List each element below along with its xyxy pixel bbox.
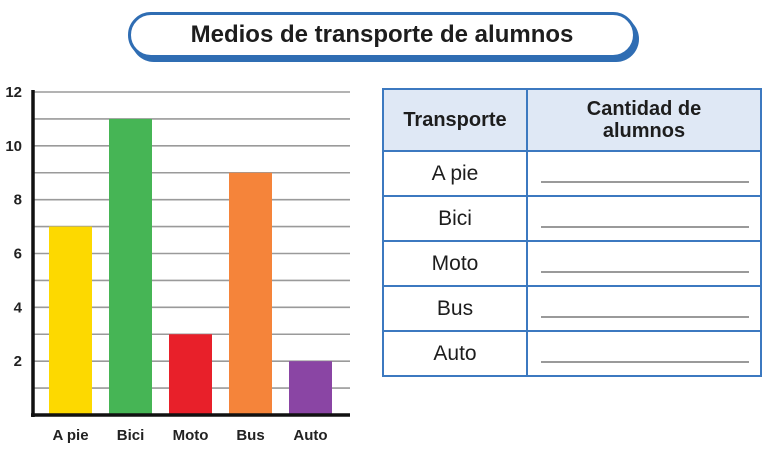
y-tick-label: 6 xyxy=(14,246,22,263)
x-tick-label: Auto xyxy=(293,427,327,444)
row-cantidad[interactable] xyxy=(526,150,762,197)
bar-moto xyxy=(169,334,212,415)
table-row: Bici xyxy=(382,195,762,242)
row-cantidad[interactable] xyxy=(526,240,762,287)
bar-auto xyxy=(289,361,332,415)
bar-chart: A pie Bici Moto Bus Auto 2 4 6 8 10 12 xyxy=(5,84,350,444)
y-tick-label: 2 xyxy=(14,353,22,370)
bar-bus xyxy=(229,172,272,415)
table-header-row: Transporte Cantidad de alumnos xyxy=(382,88,762,152)
table-row: A pie xyxy=(382,150,762,197)
row-transporte: Moto xyxy=(382,240,528,287)
bar-a-pie xyxy=(49,226,92,415)
row-transporte: Bici xyxy=(382,195,528,242)
chart-title-banner: Medios de transporte de alumnos xyxy=(128,12,636,58)
x-tick-label: A pie xyxy=(52,427,88,444)
answer-blank[interactable] xyxy=(541,360,749,363)
answer-blank[interactable] xyxy=(541,225,749,228)
x-tick-label: Bici xyxy=(117,427,145,444)
row-cantidad[interactable] xyxy=(526,330,762,377)
y-tick-label: 4 xyxy=(14,299,23,316)
data-table: Transporte Cantidad de alumnos A pie Bic… xyxy=(382,88,762,377)
bar-bici xyxy=(109,118,152,415)
table-row: Moto xyxy=(382,240,762,287)
answer-blank[interactable] xyxy=(541,270,749,273)
x-tick-label: Moto xyxy=(173,427,209,444)
y-tick-label: 12 xyxy=(5,84,22,101)
row-transporte: Bus xyxy=(382,285,528,332)
header-transporte: Transporte xyxy=(382,88,528,152)
table-row: Bus xyxy=(382,285,762,332)
header-cantidad: Cantidad de alumnos xyxy=(526,88,762,152)
row-cantidad[interactable] xyxy=(526,285,762,332)
x-tick-label: Bus xyxy=(236,427,264,444)
row-cantidad[interactable] xyxy=(526,195,762,242)
header-cantidad-text: Cantidad de alumnos xyxy=(586,98,702,142)
answer-blank[interactable] xyxy=(541,180,749,183)
y-tick-label: 10 xyxy=(5,138,22,155)
answer-blank[interactable] xyxy=(541,315,749,318)
chart-title: Medios de transporte de alumnos xyxy=(190,21,574,48)
row-transporte: Auto xyxy=(382,330,528,377)
y-tick-label: 8 xyxy=(14,192,22,209)
row-transporte: A pie xyxy=(382,150,528,197)
table-row: Auto xyxy=(382,330,762,377)
